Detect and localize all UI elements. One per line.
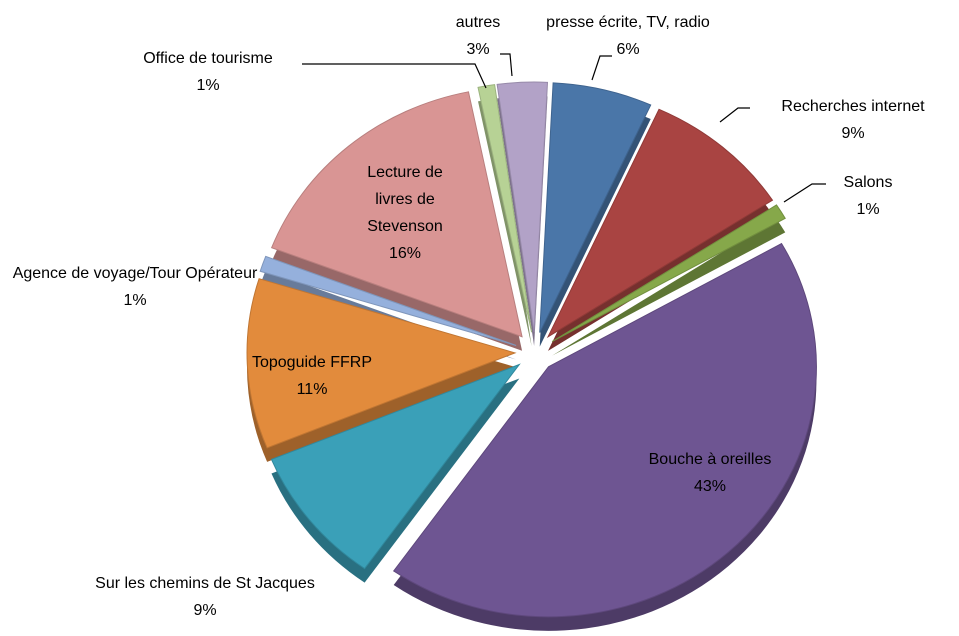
slice-label: presse écrite, TV, radio 6% xyxy=(518,9,738,63)
category-label: Salons xyxy=(843,174,893,191)
leader-line xyxy=(302,63,487,89)
slice-label: Bouche à oreilles 43% xyxy=(610,446,810,500)
slice xyxy=(246,278,517,449)
slice xyxy=(539,82,652,333)
slice-label: Office de tourisme 1% xyxy=(108,45,308,99)
slice-side xyxy=(552,218,786,356)
value-label: 1% xyxy=(856,201,880,218)
category-label: Office de tourisme xyxy=(143,50,273,67)
slice-side xyxy=(478,98,532,347)
slice-label: Lecture de livres de Stevenson 16% xyxy=(350,159,460,267)
category-label: autres xyxy=(455,14,501,31)
value-label: 6% xyxy=(616,41,640,58)
value-label: 3% xyxy=(466,41,490,58)
slice-label: Agence de voyage/Tour Opérateur 1% xyxy=(10,260,260,314)
leader-line xyxy=(500,53,513,77)
leader-line xyxy=(719,107,750,123)
slice-label: autres 3% xyxy=(438,9,518,63)
leader-line xyxy=(591,55,612,81)
value-label: 1% xyxy=(123,292,147,309)
value-label: 9% xyxy=(841,125,865,142)
slice-label: Salons 1% xyxy=(828,169,908,223)
value-label: 11% xyxy=(296,381,328,398)
slice xyxy=(496,81,549,333)
slice xyxy=(270,363,521,570)
category-label: Bouche à oreilles xyxy=(648,451,772,468)
category-label: Sur les chemins de St Jacques xyxy=(95,575,315,592)
slice xyxy=(477,84,533,333)
value-label: 1% xyxy=(196,77,220,94)
slice xyxy=(270,91,523,338)
slice-label: Topoguide FFRP 11% xyxy=(242,349,382,403)
slice xyxy=(392,242,817,618)
category-label: Topoguide FFRP xyxy=(251,354,373,371)
category-label: Recherches internet xyxy=(781,98,925,115)
category-label: Lecture de livres de Stevenson xyxy=(367,164,443,235)
value-label: 16% xyxy=(388,245,422,262)
slice xyxy=(546,108,774,339)
leader-lines xyxy=(302,53,826,203)
leader-line xyxy=(783,183,826,203)
value-label: 43% xyxy=(693,478,727,495)
slice xyxy=(551,204,786,343)
slice-label: Recherches internet 9% xyxy=(753,93,953,147)
value-label: 9% xyxy=(193,602,217,619)
category-label: presse écrite, TV, radio xyxy=(546,14,710,31)
slice xyxy=(259,255,517,346)
slice-label: Sur les chemins de St Jacques 9% xyxy=(90,570,320,624)
category-label: Agence de voyage/Tour Opérateur xyxy=(12,265,258,282)
